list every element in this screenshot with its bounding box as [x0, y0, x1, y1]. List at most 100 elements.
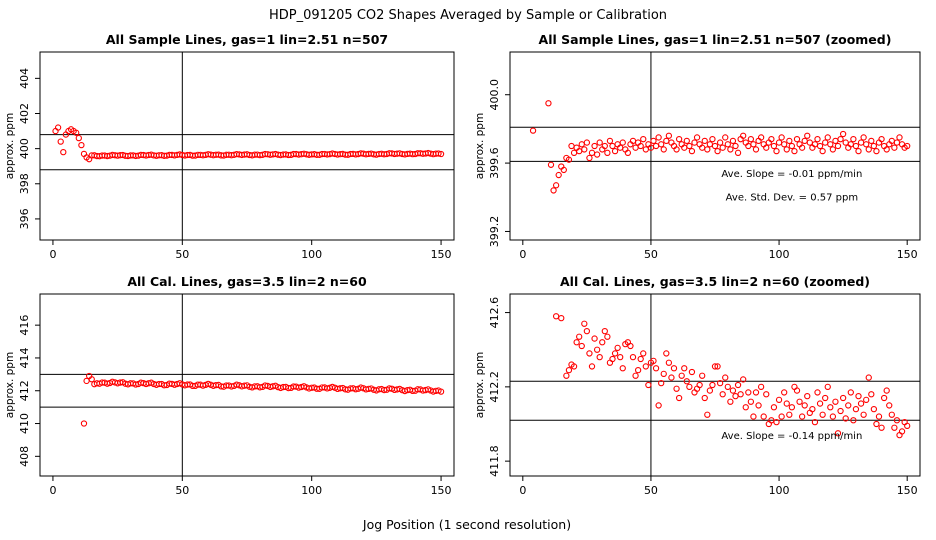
x-tick-label: 0 [49, 484, 56, 497]
data-point [832, 137, 839, 145]
data-point [809, 405, 816, 413]
data-point [706, 141, 714, 148]
figure-title: HDP_091205 CO2 Shapes Averaged by Sample… [269, 8, 667, 23]
data-point [711, 363, 719, 370]
data-point [896, 431, 903, 439]
data-point [665, 359, 673, 366]
data-point [706, 387, 714, 394]
x-tick-label: 50 [644, 484, 658, 497]
data-point [714, 147, 721, 155]
data-point [691, 139, 698, 146]
data-point [819, 411, 826, 418]
data-point [845, 402, 852, 409]
panel-title: All Cal. Lines, gas=3.5 lin=2 n=60 [127, 274, 367, 289]
data-point [757, 383, 765, 391]
data-point [637, 142, 644, 150]
data-point [673, 385, 680, 392]
data-point [747, 136, 755, 143]
data-point [732, 142, 739, 150]
data-point [883, 146, 890, 153]
data-point [604, 333, 611, 340]
data-point [578, 141, 585, 148]
data-point [793, 136, 801, 143]
data-point [878, 136, 885, 143]
data-point [675, 394, 683, 402]
data-point [786, 137, 793, 145]
data-point [837, 136, 844, 143]
data-point [560, 166, 567, 174]
data-point [673, 146, 680, 153]
data-point [770, 404, 778, 411]
data-point [893, 139, 901, 146]
data-point [604, 149, 611, 156]
data-point [658, 379, 665, 387]
data-point [716, 379, 724, 387]
data-point [768, 136, 775, 143]
data-point [798, 413, 806, 420]
data-point [435, 150, 442, 157]
data-point [722, 134, 729, 141]
data-point [724, 141, 731, 148]
data-point [824, 383, 831, 391]
data-point [850, 417, 857, 424]
y-tick-label: 404 [18, 68, 31, 89]
data-point [829, 413, 837, 420]
data-point [806, 409, 813, 417]
data-point [565, 366, 573, 374]
data-point [642, 363, 649, 370]
x-tick-label: 50 [175, 248, 189, 261]
data-point [740, 376, 747, 383]
data-point [563, 372, 570, 379]
data-point [827, 141, 834, 148]
data-point [819, 147, 826, 155]
data-point [588, 149, 596, 156]
x-tick-label: 100 [769, 248, 790, 261]
data-point [898, 428, 906, 435]
y-tick-label: 400 [18, 138, 31, 159]
data-point [860, 411, 867, 418]
data-point [752, 146, 760, 153]
data-point [437, 150, 445, 158]
data-point [660, 146, 667, 153]
data-point [645, 381, 652, 389]
data-point [855, 147, 862, 155]
data-point [599, 339, 606, 346]
data-point [593, 346, 601, 353]
y-axis-label: approx. ppm [474, 352, 486, 418]
data-point [591, 142, 598, 150]
data-point [839, 130, 847, 138]
data-point [88, 376, 95, 383]
y-axis-label: approx. ppm [4, 113, 16, 179]
data-point [719, 391, 726, 398]
data-point [829, 146, 837, 153]
y-tick-label: 399.2 [488, 216, 501, 248]
data-point [865, 374, 872, 381]
data-point [783, 400, 790, 407]
data-point [750, 413, 757, 420]
data-point [437, 388, 445, 395]
panel-4: All Cal. Lines, gas=3.5 lin=2 n=60 (zoom… [474, 274, 921, 497]
data-point [737, 391, 744, 398]
y-tick-label: 412.2 [488, 371, 501, 403]
data-point [629, 353, 637, 361]
data-point [729, 137, 737, 145]
data-point [665, 132, 673, 139]
data-point [632, 372, 639, 379]
data-point [545, 100, 552, 107]
y-tick-label: 411.8 [488, 445, 501, 477]
data-point [842, 415, 849, 422]
data-point [857, 400, 865, 407]
data-point [617, 353, 624, 361]
data-point [601, 327, 608, 335]
data-point [747, 398, 755, 405]
data-point [781, 141, 788, 148]
data-point [837, 407, 844, 415]
data-point [816, 142, 824, 150]
data-point [552, 182, 560, 189]
data-point [852, 405, 860, 413]
data-point [822, 394, 829, 402]
data-point [614, 344, 621, 352]
data-point [691, 389, 698, 396]
data-point [788, 404, 796, 411]
data-point [552, 313, 560, 320]
